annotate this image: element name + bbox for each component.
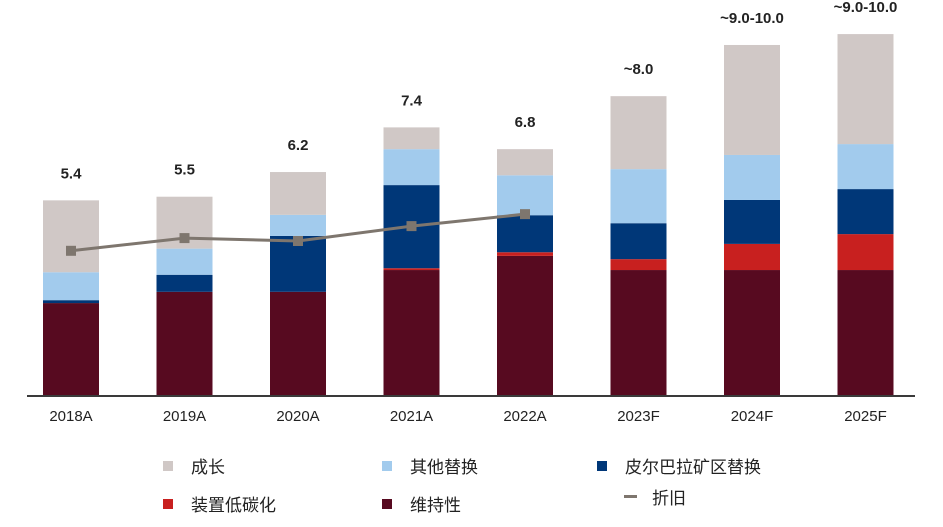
x-tick-label: 2025F bbox=[844, 408, 887, 425]
x-tick-label: 2020A bbox=[276, 408, 319, 425]
bar-segment-maintenance-2023F bbox=[610, 270, 667, 396]
total-label: 5.4 bbox=[61, 165, 83, 182]
total-label: ~9.0-10.0 bbox=[720, 10, 784, 27]
x-tick-labels: 2018A 2019A 2020A 2021A 2022A 2023F 2024F 2025F bbox=[49, 408, 886, 425]
bar-segment-other_replacement-2023F bbox=[610, 169, 667, 224]
bar-segment-other_replacement-2024F bbox=[724, 154, 780, 200]
bar-segment-other_replacement-2020A bbox=[270, 214, 326, 236]
depreciation-marker bbox=[179, 233, 190, 244]
bar-segment-decarbonisation-2022A bbox=[497, 252, 553, 256]
x-tick-label: 2018A bbox=[49, 408, 92, 425]
bar-segment-maintenance-2022A bbox=[497, 255, 553, 396]
bar-segment-other_replacement-2021A bbox=[383, 149, 440, 186]
bar-segment-decarbonisation-2021A bbox=[383, 268, 440, 271]
bar-segment-growth-2024F bbox=[724, 44, 780, 155]
bar-segment-maintenance-2021A bbox=[383, 270, 440, 396]
bar-segment-other_replacement-2018A bbox=[43, 272, 99, 301]
bar-segment-maintenance-2020A bbox=[270, 291, 326, 396]
depreciation-marker bbox=[406, 221, 417, 232]
bar-segment-pilbara-2022A bbox=[497, 215, 553, 253]
depreciation-marker bbox=[293, 235, 303, 246]
x-tick-label: 2021A bbox=[390, 408, 433, 425]
bar-segment-other_replacement-2019A bbox=[156, 248, 213, 275]
bar-segment-growth-2025F bbox=[837, 34, 894, 145]
x-tick-label: 2024F bbox=[731, 408, 774, 425]
bar-segment-pilbara-2019A bbox=[156, 274, 213, 292]
total-label: 5.5 bbox=[174, 162, 195, 179]
bar-segment-pilbara-2018A bbox=[43, 300, 99, 304]
bar-segment-pilbara-2023F bbox=[610, 223, 667, 260]
depreciation-marker bbox=[66, 245, 76, 256]
total-label: 6.2 bbox=[288, 137, 309, 154]
bar-segment-growth-2020A bbox=[270, 172, 326, 215]
bar-segment-other_replacement-2025F bbox=[837, 144, 894, 190]
bar-segment-maintenance-2024F bbox=[724, 270, 780, 396]
bar-segment-growth-2023F bbox=[610, 96, 667, 170]
total-labels: 5.4 5.5 6.2 7.4 6.8 ~8.0 ~9.0-10.0 ~9.0-10.0 bbox=[61, 0, 898, 182]
total-label: 6.8 bbox=[515, 114, 536, 131]
depreciation-marker bbox=[520, 209, 530, 220]
bar-segment-other_replacement-2022A bbox=[497, 175, 553, 216]
bar-segment-maintenance-2019A bbox=[156, 291, 213, 396]
total-label: ~9.0-10.0 bbox=[834, 0, 898, 16]
bar-segment-maintenance-2025F bbox=[837, 270, 894, 396]
bar-segment-decarbonisation-2023F bbox=[610, 259, 667, 271]
bar-segment-pilbara-2025F bbox=[837, 189, 894, 235]
bar-segment-decarbonisation-2024F bbox=[724, 243, 780, 271]
depreciation-line-layer bbox=[66, 209, 530, 256]
x-tick-label: 2023F bbox=[617, 408, 660, 425]
total-label: 7.4 bbox=[401, 92, 423, 109]
bars-layer bbox=[43, 34, 894, 396]
bar-segment-pilbara-2024F bbox=[724, 199, 780, 244]
bar-segment-growth-2018A bbox=[43, 200, 99, 273]
bar-segment-growth-2022A bbox=[497, 149, 553, 176]
bar-segment-maintenance-2018A bbox=[43, 303, 99, 396]
x-tick-label: 2019A bbox=[163, 408, 206, 425]
bar-segment-growth-2021A bbox=[383, 127, 440, 150]
bar-segment-decarbonisation-2025F bbox=[837, 234, 894, 271]
total-label: ~8.0 bbox=[624, 61, 654, 78]
x-tick-label: 2022A bbox=[503, 408, 546, 425]
